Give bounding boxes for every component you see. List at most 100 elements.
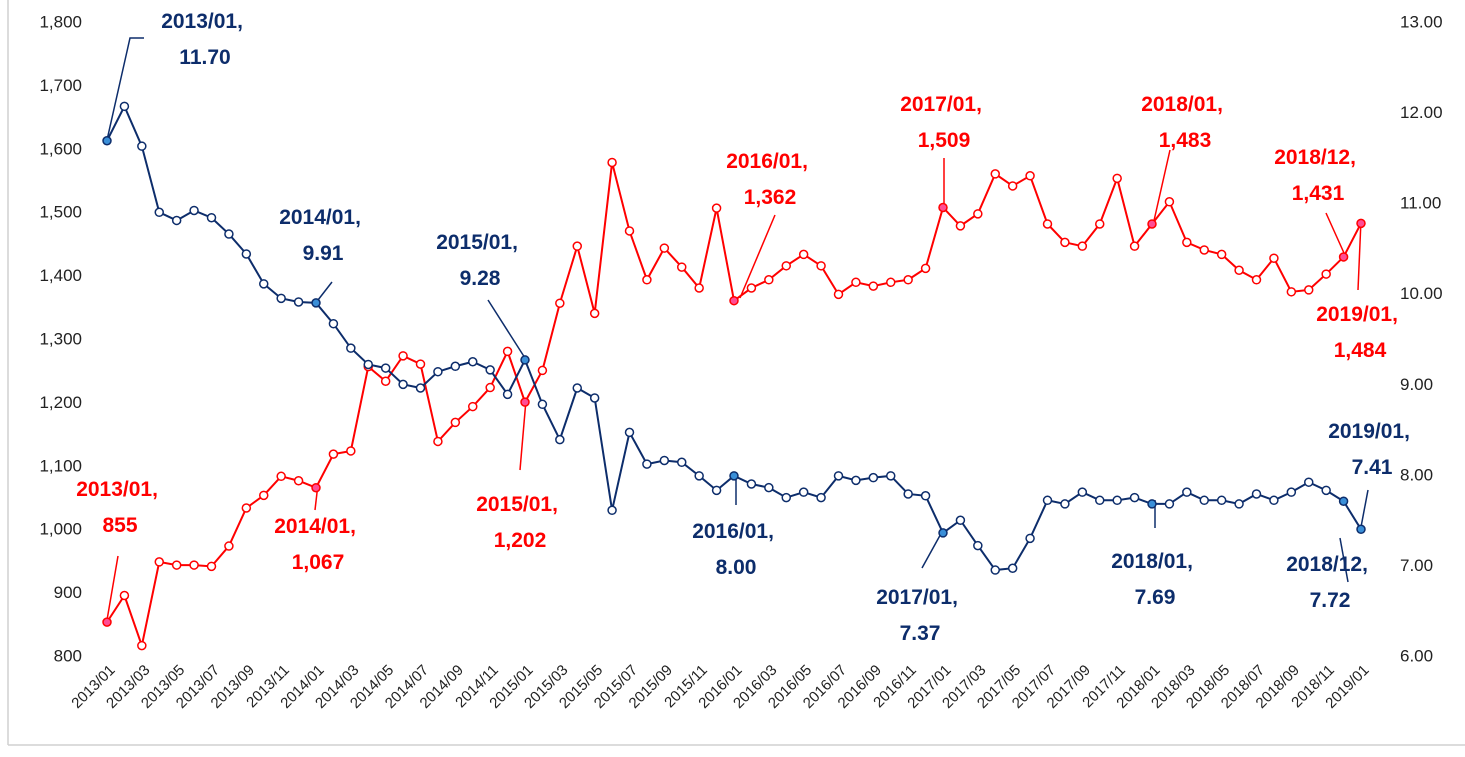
marker (886, 471, 896, 481)
data-label: 2017/01, 1,509 (900, 93, 988, 152)
y2-tick-label: 11.00 (1400, 194, 1441, 213)
marker (833, 289, 844, 300)
marker (520, 355, 530, 365)
marker (1356, 218, 1366, 229)
marker (224, 229, 234, 239)
marker (1077, 241, 1088, 251)
marker (851, 475, 861, 486)
data-label: 2016/01, 8.00 (692, 520, 780, 579)
marker (973, 209, 983, 219)
marker (415, 359, 426, 369)
marker (1147, 499, 1157, 509)
marker (328, 318, 339, 329)
marker (346, 343, 356, 353)
leader-line (1152, 149, 1171, 226)
marker (450, 361, 461, 372)
marker (1304, 285, 1314, 295)
marker (642, 459, 652, 469)
marker (938, 202, 948, 213)
data-label: 2016/01, 1,362 (726, 150, 814, 209)
marker (1234, 499, 1244, 509)
marker (677, 262, 687, 272)
series-line (106, 103, 1362, 572)
marker (798, 487, 809, 497)
marker (1060, 237, 1070, 248)
marker (1304, 477, 1314, 487)
marker (694, 283, 704, 293)
marker (851, 277, 861, 288)
marker (1269, 253, 1279, 263)
y-tick-label: 1,700 (39, 76, 82, 95)
marker (659, 455, 670, 466)
marker (624, 427, 635, 438)
data-label: 2018/12, 1,431 (1274, 146, 1362, 205)
marker (1129, 241, 1140, 251)
marker (1112, 495, 1122, 506)
data-label: 2014/01, 1,067 (274, 515, 362, 574)
marker (293, 475, 304, 486)
marker (137, 640, 147, 651)
marker (1007, 563, 1018, 573)
marker (1025, 533, 1035, 544)
marker (137, 141, 147, 151)
marker (868, 472, 879, 483)
marker (1234, 265, 1244, 276)
marker (450, 417, 461, 428)
marker (1251, 275, 1262, 285)
marker (642, 275, 652, 285)
marker (241, 249, 252, 259)
marker (311, 298, 321, 308)
marker (1338, 496, 1349, 506)
data-label: 2015/01, 9.28 (436, 231, 524, 290)
marker (729, 295, 739, 306)
y2-tick-label: 12.00 (1400, 103, 1443, 122)
leader-line (519, 399, 527, 471)
marker (259, 490, 269, 501)
data-label: 2013/01, 855 (76, 478, 164, 537)
data-label: 2019/01, 7.41 (1328, 420, 1416, 479)
marker (816, 261, 826, 271)
y-tick-label: 800 (54, 646, 82, 665)
y-tick-label: 1,800 (39, 12, 82, 31)
y-tick-label: 1,100 (39, 456, 82, 475)
marker (729, 471, 739, 481)
marker (485, 382, 495, 393)
marker (259, 279, 269, 289)
marker (868, 281, 879, 291)
marker (798, 249, 809, 260)
marker (1216, 495, 1227, 506)
marker (171, 560, 182, 570)
marker (1182, 487, 1192, 497)
marker (154, 207, 164, 218)
marker (555, 298, 565, 308)
marker (1321, 269, 1331, 279)
marker (1077, 487, 1088, 497)
y2-tick-label: 10.00 (1400, 284, 1443, 303)
marker (903, 275, 913, 285)
marker (1286, 287, 1297, 297)
marker (1321, 485, 1331, 496)
y2-tick-label: 13.00 (1400, 12, 1443, 31)
marker (468, 356, 478, 367)
marker (206, 212, 217, 223)
leader-line (1339, 537, 1349, 583)
marker (1042, 495, 1053, 506)
marker (1129, 492, 1140, 503)
marker (955, 221, 966, 231)
marker (990, 565, 1000, 575)
marker (1199, 245, 1209, 255)
marker (589, 393, 600, 403)
marker (485, 365, 495, 375)
marker (189, 205, 199, 216)
marker (311, 482, 321, 493)
marker (171, 215, 182, 226)
marker (154, 557, 164, 567)
marker (973, 540, 983, 551)
marker (1060, 499, 1070, 509)
marker (589, 308, 600, 319)
marker (241, 503, 252, 513)
marker (433, 436, 443, 447)
marker (920, 491, 931, 501)
marker (224, 541, 234, 551)
